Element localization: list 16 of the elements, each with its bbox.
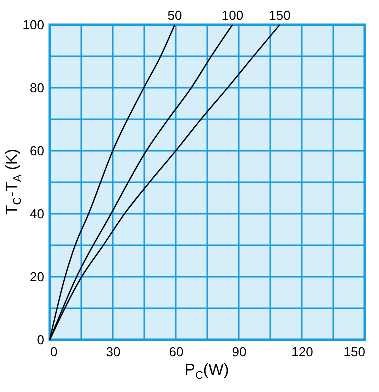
series-label: 150 (269, 8, 291, 23)
x-tick-label: 60 (169, 344, 184, 360)
x-tick-label: 30 (106, 344, 121, 360)
y-tick-label: 40 (30, 206, 44, 222)
y-tick-label: 0 (37, 332, 44, 348)
series-label: 100 (222, 8, 244, 23)
x-tick-label: 90 (232, 344, 247, 360)
y-tick-label: 100 (22, 18, 44, 32)
y-tick-label: 20 (30, 270, 44, 284)
x-axis-title: P$_{C}$(W) (184, 362, 230, 382)
x-tick-label: 120 (292, 344, 314, 360)
series-label: 50 (168, 8, 182, 23)
x-tick-label: 150 (344, 344, 366, 360)
x-tick-label: 0 (50, 344, 58, 360)
y-tick-label: 60 (30, 144, 44, 158)
y-tick-label: 80 (30, 80, 44, 96)
